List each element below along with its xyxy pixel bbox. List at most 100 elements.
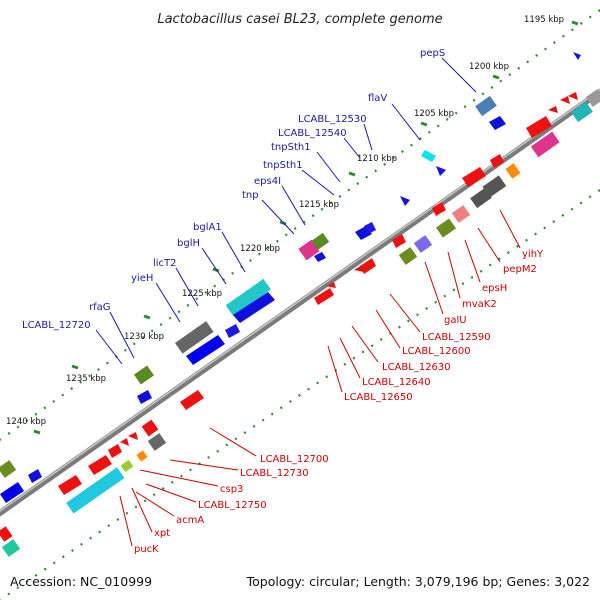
gene-yihY-gray xyxy=(482,175,507,198)
gene-tnp xyxy=(314,252,326,262)
gene-pepS-2 xyxy=(489,116,506,130)
gene-bglH xyxy=(233,292,275,323)
reverse-callouts xyxy=(119,209,521,547)
gene-12530 xyxy=(400,196,410,206)
gene-eps4I xyxy=(311,232,330,250)
label-epsH: epsH xyxy=(482,283,507,294)
ruler-label-1220: 1220 kbp xyxy=(240,244,280,254)
gene-epsH xyxy=(451,205,471,223)
label-acmA: acmA xyxy=(176,515,204,526)
gene-12590 xyxy=(398,247,418,265)
label-yihY: yihY xyxy=(522,249,544,260)
gene-r4 xyxy=(526,116,552,138)
ruler-label-1195: 1195 kbp xyxy=(524,15,564,25)
label-LCABL_12750: LCABL_12750 xyxy=(198,500,267,511)
gene-12730 xyxy=(147,433,167,451)
accession-text: Accession: NC_010999 xyxy=(10,574,152,589)
forward-genes xyxy=(0,52,581,503)
label-pepS: pepS xyxy=(420,48,445,59)
gene-12650 xyxy=(314,288,334,305)
ruler-label-1235: 1235 kbp xyxy=(66,374,106,384)
ruler-label-1230: 1230 kbp xyxy=(124,332,164,342)
gene-r3 xyxy=(548,106,558,113)
gene-r10 xyxy=(58,475,82,495)
label-tnpSth1-b: tnpSth1 xyxy=(263,160,303,171)
label-LCABL_12720: LCABL_12720 xyxy=(22,320,91,331)
label-pepM2: pepM2 xyxy=(503,264,537,275)
gene-r-pink xyxy=(530,131,560,158)
ruler-ticks xyxy=(33,20,579,435)
label-eps4I: eps4I xyxy=(254,176,281,187)
gene-12540b xyxy=(364,222,376,234)
forward-callouts xyxy=(95,57,477,365)
ruler-label-1215: 1215 kbp xyxy=(299,200,339,210)
gene-acmA xyxy=(108,444,122,458)
label-xpt: xpt xyxy=(154,528,170,539)
ruler-labels: 1195 kbp 1200 kbp 1205 kbp 1210 kbp 1215… xyxy=(6,15,564,427)
gene-flaV xyxy=(421,150,436,162)
label-pucK: pucK xyxy=(134,544,159,555)
label-bglA1: bglA1 xyxy=(193,222,222,233)
gene-pucK xyxy=(66,467,125,514)
gene-r8 xyxy=(392,234,406,248)
gene-mvaK2 xyxy=(436,218,456,238)
gene-r1 xyxy=(560,96,570,104)
gene-left-blue2 xyxy=(0,482,24,503)
label-LCABL_12700: LCABL_12700 xyxy=(260,454,329,465)
gene-pepS xyxy=(475,95,497,117)
ruler-label-1210: 1210 kbp xyxy=(357,154,397,164)
gene-12720b xyxy=(137,390,152,404)
gene-left-blue1 xyxy=(28,469,42,483)
topology-text: Topology: circular; Length: 3,079,196 bp… xyxy=(246,574,590,589)
label-galU: galU xyxy=(444,315,467,326)
gene-rfaG xyxy=(186,335,225,365)
gene-left-teal xyxy=(1,539,21,557)
forward-labels: pepS flaV LCABL_12530 LCABL_12540 tnpSth… xyxy=(22,48,445,331)
genome-backbone-highlight xyxy=(0,89,600,512)
gene-bglA1 xyxy=(225,278,271,316)
label-LCABL_12530: LCABL_12530 xyxy=(298,114,367,125)
label-LCABL_12590: LCABL_12590 xyxy=(422,332,491,343)
gene-xpt-orange xyxy=(136,450,148,462)
ruler-inner-line xyxy=(0,189,600,600)
label-flaV: flaV xyxy=(368,93,387,104)
map-title: Lactobacillus casei BL23, complete genom… xyxy=(157,12,442,27)
genome-backbone xyxy=(0,88,600,517)
gene-flaV-2 xyxy=(436,166,446,176)
label-LCABL_12630: LCABL_12630 xyxy=(382,362,451,373)
ruler-label-1200: 1200 kbp xyxy=(469,62,509,72)
label-LCABL_12640: LCABL_12640 xyxy=(362,377,431,388)
gene-pepM2 xyxy=(470,187,492,209)
gene-r5 xyxy=(490,154,504,168)
gene-12640 xyxy=(326,282,336,288)
label-licT2: licT2 xyxy=(153,258,177,269)
gene-12630 xyxy=(354,265,364,272)
gene-12600 xyxy=(360,258,376,274)
gene-left-red xyxy=(0,526,13,542)
label-yieH: yieH xyxy=(131,273,153,284)
label-LCABL_12540: LCABL_12540 xyxy=(278,128,347,139)
label-bglH: bglH xyxy=(177,238,200,249)
label-LCABL_12650: LCABL_12650 xyxy=(344,392,413,403)
label-tnpSth1-a: tnpSth1 xyxy=(271,142,311,153)
ruler-label-1205: 1205 kbp xyxy=(414,109,454,119)
label-mvaK2: mvaK2 xyxy=(462,299,497,310)
gene-csp3 xyxy=(128,432,138,440)
label-rfaG: rfaG xyxy=(89,302,111,313)
gene-r6 xyxy=(462,167,486,187)
label-csp3: csp3 xyxy=(220,484,243,495)
label-LCABL_12730: LCABL_12730 xyxy=(240,468,309,479)
gene-r-teal xyxy=(571,101,593,123)
reverse-genes xyxy=(0,89,600,557)
gene-1195-arrow xyxy=(573,52,581,60)
gene-yieH xyxy=(174,321,214,354)
label-tnp: tnp xyxy=(242,190,259,201)
gene-xpt xyxy=(120,459,134,473)
gene-r-gray xyxy=(585,89,600,107)
gene-r9 xyxy=(88,455,112,475)
gene-12700 xyxy=(180,390,204,410)
gene-12750 xyxy=(120,438,129,446)
label-LCABL_12600: LCABL_12600 xyxy=(402,346,471,357)
gene-12700b xyxy=(141,419,159,437)
